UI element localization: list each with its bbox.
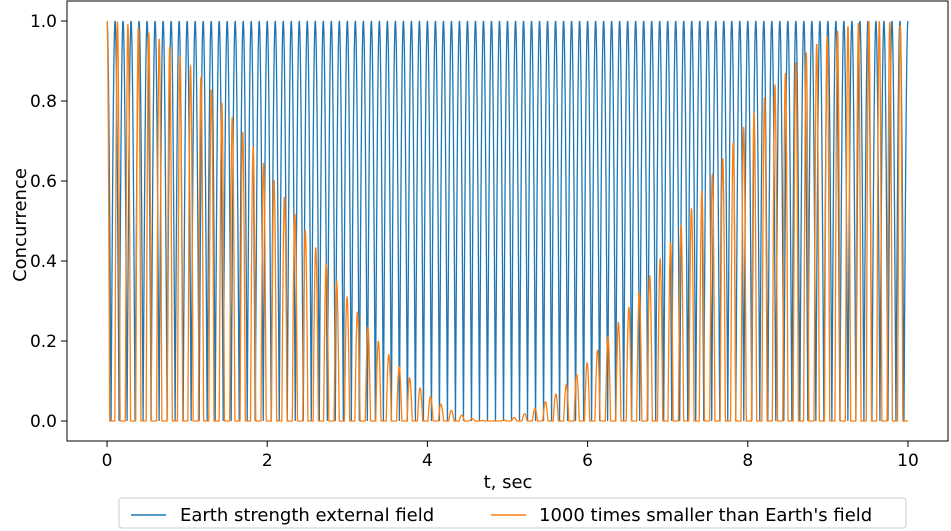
x-tick-label: 0	[102, 451, 113, 471]
y-axis-ticks: 0.0 0.2 0.4 0.6 0.8 1.0	[30, 12, 67, 432]
series-earth-line	[106, 20, 909, 422]
legend-label-earth: Earth strength external field	[180, 505, 434, 526]
x-tick-label: 10	[897, 451, 919, 471]
x-axis-ticks: 0 2 4 6 8 10	[102, 441, 919, 471]
y-tick-label: 1.0	[30, 12, 57, 32]
series-layer	[106, 20, 909, 422]
y-tick-label: 0.6	[30, 172, 57, 192]
y-tick-label: 0.4	[30, 252, 57, 272]
legend-frame	[118, 497, 907, 529]
y-tick-label: 0.2	[30, 332, 57, 352]
x-tick-label: 2	[262, 451, 273, 471]
y-tick-label: 0.0	[30, 412, 57, 432]
legend: Earth strength external field 1000 times…	[118, 497, 907, 529]
x-tick-label: 4	[422, 451, 433, 471]
series-weak-field-line	[106, 20, 908, 422]
y-tick-label: 0.8	[30, 92, 57, 112]
x-tick-label: 6	[582, 451, 593, 471]
legend-label-weak: 1000 times smaller than Earth's field	[539, 505, 872, 526]
y-axis-label: Concurrence	[10, 168, 31, 282]
x-axis-label: t, sec	[484, 472, 533, 493]
x-tick-label: 8	[742, 451, 753, 471]
plot-area-frame	[66, 0, 949, 442]
